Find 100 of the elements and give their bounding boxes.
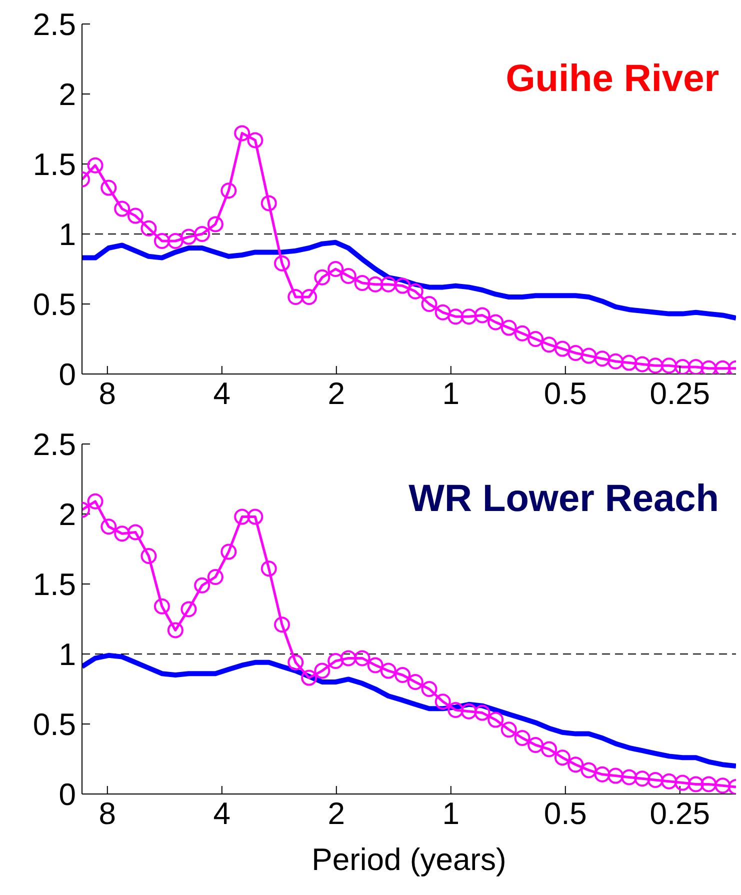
- point: [661, 358, 678, 374]
- point: [594, 350, 610, 367]
- point: [314, 662, 330, 679]
- point: [634, 770, 650, 787]
- point: [500, 722, 517, 738]
- text: Guihe River: [506, 58, 719, 101]
- x-tick-label: 2: [328, 796, 346, 832]
- point: [568, 756, 584, 773]
- point: [260, 560, 277, 577]
- x-tick-label: 8: [98, 376, 116, 412]
- point: [340, 650, 356, 666]
- x-tick-label: 8: [98, 796, 116, 832]
- point: [474, 307, 490, 324]
- point: [380, 662, 396, 679]
- point: [87, 493, 104, 510]
- point: [194, 577, 210, 594]
- point: [354, 650, 370, 666]
- point: [488, 712, 504, 728]
- point: [608, 353, 624, 370]
- point: [167, 622, 184, 638]
- x-tick-label: 1: [442, 796, 460, 832]
- x-tick-label: 0.25: [650, 796, 710, 832]
- point: [247, 132, 264, 148]
- point: [594, 766, 610, 782]
- point: [340, 268, 356, 284]
- point: [380, 276, 396, 292]
- y-tick-label: 1.5: [32, 567, 76, 602]
- point: [194, 226, 210, 242]
- point: [500, 320, 517, 336]
- y-tick-label: 1.5: [32, 147, 76, 182]
- point: [180, 228, 197, 245]
- x-tick-label: 0.5: [544, 376, 587, 412]
- point: [301, 289, 318, 305]
- point: [661, 773, 678, 790]
- y-tick-label: 0: [58, 777, 76, 812]
- point: [260, 195, 277, 212]
- y-tick-label: 1: [58, 217, 76, 252]
- point: [114, 200, 130, 217]
- x-tick-label: 4: [213, 376, 231, 412]
- point: [647, 358, 664, 374]
- point: [354, 275, 370, 291]
- point: [714, 360, 731, 374]
- text: WR Lower Reach: [408, 478, 719, 521]
- point: [580, 762, 597, 778]
- point: [87, 157, 104, 174]
- point: [621, 354, 638, 371]
- point: [514, 325, 530, 342]
- point: [100, 180, 117, 196]
- x-axis-title: Period (years): [312, 842, 506, 877]
- point: [541, 336, 558, 353]
- point: [328, 653, 344, 669]
- point: [514, 730, 530, 746]
- point: [421, 681, 438, 697]
- point: [700, 360, 717, 374]
- point: [394, 278, 411, 294]
- point: [541, 741, 558, 758]
- point: [488, 314, 504, 330]
- point: [674, 774, 691, 791]
- point: [394, 667, 411, 683]
- point: [647, 772, 664, 788]
- y-tick-label: 2.5: [32, 427, 76, 462]
- x-tick-label: 1: [442, 376, 460, 412]
- point: [288, 289, 304, 305]
- point: [434, 694, 451, 710]
- point: [688, 776, 704, 792]
- point: [207, 569, 224, 585]
- point: [154, 233, 170, 249]
- point: [367, 276, 384, 292]
- point: [140, 548, 157, 564]
- y-tick-label: 2: [58, 77, 76, 112]
- point: [714, 778, 731, 794]
- point: [100, 518, 117, 535]
- point: [608, 768, 624, 784]
- point: [621, 769, 638, 786]
- point: [247, 508, 264, 525]
- point: [407, 283, 424, 300]
- point: [688, 359, 704, 374]
- point: [554, 750, 570, 766]
- point: [301, 670, 318, 686]
- point: [180, 601, 197, 618]
- point: [528, 737, 544, 753]
- point: [207, 216, 224, 232]
- x-tick-label: 0.5: [544, 796, 587, 832]
- point: [474, 704, 490, 721]
- x-tick-label: 4: [213, 796, 231, 832]
- point: [460, 308, 477, 325]
- point: [314, 269, 330, 286]
- point: [568, 345, 584, 361]
- point: [674, 359, 691, 374]
- point: [114, 526, 130, 542]
- point: [580, 348, 597, 364]
- point: [328, 261, 344, 277]
- point: [154, 598, 170, 614]
- y-tick-label: 0.5: [32, 707, 76, 742]
- y-tick-label: 2.5: [32, 7, 76, 42]
- point: [167, 233, 184, 249]
- point: [407, 674, 424, 690]
- point: [528, 331, 544, 347]
- point: [127, 208, 144, 224]
- point: [288, 654, 304, 670]
